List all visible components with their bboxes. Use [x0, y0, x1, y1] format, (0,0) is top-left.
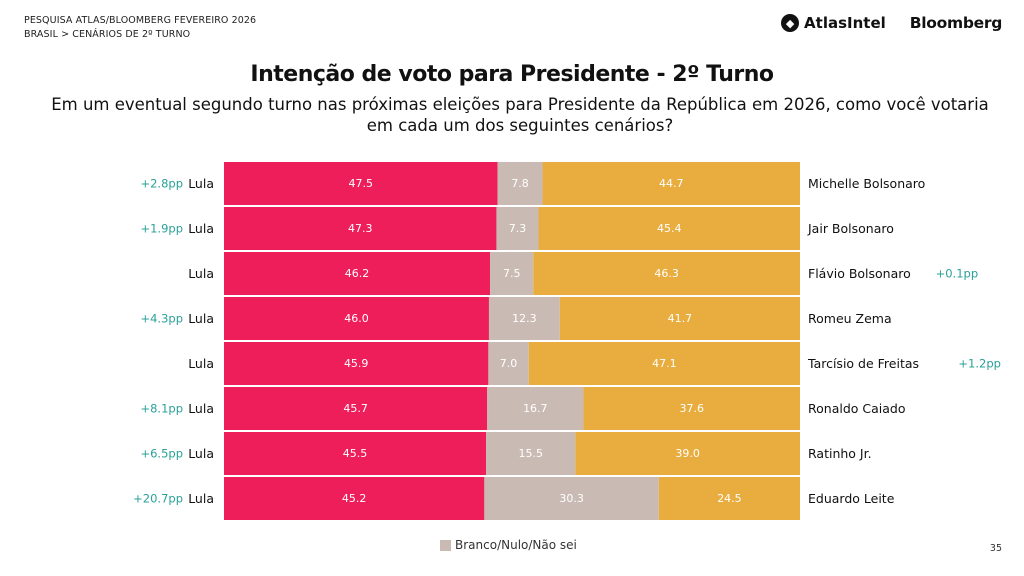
- data-label: 41.7: [668, 312, 693, 325]
- bar-blank: [486, 432, 576, 475]
- bar-opponent: [542, 162, 800, 205]
- left-candidate-label: Lula: [188, 491, 214, 506]
- page-number: 35: [989, 543, 1002, 554]
- data-label: 7.0: [500, 357, 518, 370]
- opponent-label: Ratinho Jr.: [808, 446, 872, 461]
- atlas-mark-icon: ◆: [781, 14, 800, 32]
- data-label: 24.5: [717, 492, 742, 505]
- data-label: 45.4: [657, 222, 682, 235]
- lead-label: +1.2pp: [958, 357, 1001, 371]
- bar-lula: [224, 207, 497, 250]
- left-candidate-label: Lula: [188, 221, 214, 236]
- report-header: PESQUISA ATLAS/BLOOMBERG FEVEREIRO 2026 …: [24, 14, 256, 42]
- opponent-label: Ronaldo Caiado: [808, 401, 906, 416]
- left-candidate-label: Lula: [188, 401, 214, 416]
- bar-opponent: [559, 297, 800, 340]
- bar-lula: [224, 162, 498, 205]
- data-label: 47.3: [348, 222, 373, 235]
- lead-label: +6.5pp: [140, 447, 183, 461]
- data-label: 47.1: [652, 357, 677, 370]
- chart-subtitle: Em um eventual segundo turno nas próxima…: [51, 95, 989, 135]
- bar-lula: [224, 297, 489, 340]
- data-label: 45.5: [343, 447, 368, 460]
- bar-blank: [488, 297, 560, 340]
- data-label: 15.5: [518, 447, 543, 460]
- atlasintel-logo-text: AtlasIntel: [804, 14, 886, 32]
- breadcrumb: BRASIL > CENÁRIOS DE 2º TURNO: [24, 29, 191, 40]
- lead-label: +8.1pp: [140, 402, 183, 416]
- bar-opponent: [658, 477, 800, 520]
- bar-opponent: [583, 387, 800, 430]
- bar-lula: [224, 477, 485, 520]
- data-label: 7.8: [511, 177, 529, 190]
- bar-opponent: [528, 342, 800, 385]
- bar-blank: [496, 207, 539, 250]
- left-candidate-label: Lula: [188, 311, 214, 326]
- data-label: 7.5: [503, 267, 521, 280]
- data-label: 12.3: [512, 312, 537, 325]
- data-label: 47.5: [349, 177, 374, 190]
- lead-label: +1.9pp: [140, 222, 183, 236]
- bar-opponent: [533, 252, 800, 295]
- opponent-label: Romeu Zema: [808, 311, 892, 326]
- data-label: 44.7: [659, 177, 684, 190]
- opponent-label: Eduardo Leite: [808, 491, 895, 506]
- bar-blank: [497, 162, 543, 205]
- opponent-label: Tarcísio de Freitas: [807, 356, 919, 371]
- data-label: 46.2: [345, 267, 370, 280]
- data-label: 45.9: [344, 357, 369, 370]
- data-label: 45.2: [342, 492, 367, 505]
- data-label: 30.3: [559, 492, 584, 505]
- bar-blank: [487, 387, 584, 430]
- bar-lula: [224, 252, 491, 295]
- bar-opponent: [538, 207, 800, 250]
- data-label: 16.7: [523, 402, 548, 415]
- bar-lula: [224, 342, 489, 385]
- opponent-label: Jair Bolsonaro: [807, 221, 894, 236]
- legend: Branco/Nulo/Não sei: [440, 538, 577, 552]
- lead-label: +2.8pp: [140, 177, 183, 191]
- legend-swatch-blank: [440, 539, 451, 551]
- atlasintel-logo: ◆ AtlasIntel: [781, 14, 886, 32]
- bar-lula: [224, 432, 487, 475]
- opponent-label: Flávio Bolsonaro: [808, 266, 911, 281]
- bar-blank: [490, 252, 534, 295]
- report-title-line: PESQUISA ATLAS/BLOOMBERG FEVEREIRO 2026: [24, 15, 257, 26]
- data-label: 37.6: [679, 402, 704, 415]
- data-label: 39.0: [675, 447, 700, 460]
- bloomberg-logo: Bloomberg: [909, 14, 1003, 32]
- bar-lula: [224, 387, 488, 430]
- left-candidate-label: Lula: [188, 356, 214, 371]
- data-label: 7.3: [509, 222, 527, 235]
- data-label: 46.3: [654, 267, 679, 280]
- lead-label: +0.1pp: [936, 267, 979, 281]
- bar-opponent: [575, 432, 800, 475]
- data-label: 45.7: [343, 402, 368, 415]
- left-candidate-label: Lula: [188, 446, 214, 461]
- bar-blank: [484, 477, 659, 520]
- lead-label: +20.7pp: [133, 492, 183, 506]
- chart-title: Intenção de voto para Presidente - 2º Tu…: [250, 62, 774, 87]
- legend-label: Branco/Nulo/Não sei: [455, 538, 577, 552]
- data-label: 46.0: [344, 312, 369, 325]
- left-candidate-label: Lula: [188, 266, 214, 281]
- left-candidate-label: Lula: [188, 176, 214, 191]
- bar-blank: [488, 342, 529, 385]
- opponent-label: Michelle Bolsonaro: [808, 176, 925, 191]
- lead-label: +4.3pp: [140, 312, 183, 326]
- logos: ◆ AtlasIntel Bloomberg: [781, 14, 1002, 32]
